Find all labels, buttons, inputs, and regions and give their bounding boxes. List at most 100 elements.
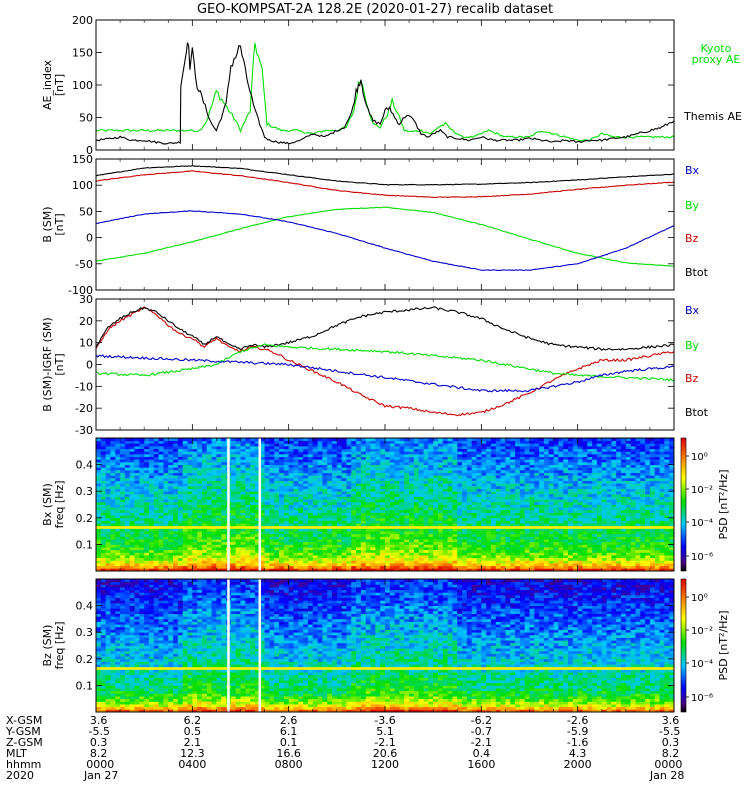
spectrogram-cell xyxy=(274,512,280,516)
spectrogram-cell xyxy=(495,563,501,567)
spectrogram-cell xyxy=(360,491,367,495)
spectrogram-cell xyxy=(365,523,371,527)
spectrogram-cell xyxy=(187,544,193,548)
spectrogram-cell xyxy=(442,485,449,489)
spectrogram-cell xyxy=(283,517,290,521)
spectrogram-cell xyxy=(380,469,386,473)
spectrogram-cell xyxy=(365,496,371,500)
spectrogram-cell xyxy=(442,549,449,553)
spectrogram-cell xyxy=(129,523,135,527)
spectrogram-cell xyxy=(293,488,299,492)
spectrogram-cell xyxy=(322,469,328,473)
spectrogram-cell xyxy=(524,555,530,559)
spectrogram-cell xyxy=(163,504,169,508)
spectrogram-cell xyxy=(148,517,155,521)
spectrogram-cell xyxy=(254,453,261,458)
spectrogram-cell xyxy=(293,440,299,444)
spectrogram-cell xyxy=(240,493,246,497)
spectrogram-cell xyxy=(327,509,333,513)
spectrogram-cell xyxy=(515,515,521,519)
spectrogram-cell xyxy=(413,525,420,529)
spectrogram-cell xyxy=(206,499,212,503)
spectrogram-cell xyxy=(163,445,169,450)
spectrogram-cell xyxy=(206,496,212,500)
spectrogram-cell xyxy=(110,451,116,455)
spectrogram-cell xyxy=(332,565,338,569)
spectrogram-cell xyxy=(259,472,265,476)
spectrogram-cell xyxy=(312,555,318,559)
spectrogram-cell xyxy=(534,568,540,572)
spectrogram-cell xyxy=(510,464,516,468)
spectrogram-cell xyxy=(264,549,270,553)
spectrogram-cell xyxy=(404,469,410,473)
spectrogram-cell xyxy=(187,456,193,460)
spectrogram-cell xyxy=(201,493,208,497)
spectrogram-cell xyxy=(466,563,473,567)
spectrogram-cell xyxy=(245,555,251,559)
spectrogram-cell xyxy=(206,459,212,463)
spectrogram-cell xyxy=(279,456,285,460)
spectrogram-cell xyxy=(385,491,391,495)
spectrogram-cell xyxy=(495,568,501,572)
spectrogram-cell xyxy=(230,480,237,484)
spectrogram-cell xyxy=(356,499,362,503)
spectrogram-cell xyxy=(447,555,453,559)
spectrogram-cell xyxy=(346,552,352,556)
spectrogram-cell xyxy=(211,496,217,500)
spectrogram-cell xyxy=(500,563,506,567)
spectrogram-cell xyxy=(510,451,516,455)
spectrogram-cell xyxy=(370,456,376,460)
spectrogram-cell xyxy=(534,555,540,559)
spectrogram-cell xyxy=(115,528,121,532)
spectrogram-cell xyxy=(274,493,280,497)
spectrogram-cell xyxy=(380,443,386,447)
spectrogram-cell xyxy=(336,568,343,572)
spectrogram-cell xyxy=(515,512,521,516)
spectrogram-cell xyxy=(495,565,501,569)
spectrogram-cell xyxy=(192,536,198,540)
spectrogram-cell xyxy=(197,464,203,468)
spectrogram-cell xyxy=(370,501,376,505)
spectrogram-cell xyxy=(139,563,145,567)
spectrogram-cell xyxy=(168,541,174,545)
spectrogram-cell xyxy=(524,469,530,473)
spectrogram-cell xyxy=(539,547,545,551)
spectrogram-cell xyxy=(529,565,535,569)
spectrogram-cell xyxy=(144,517,150,521)
spectrogram-cell xyxy=(240,517,246,521)
spectrogram-cell xyxy=(476,467,482,471)
spectrogram-cell xyxy=(452,491,458,495)
spectrogram-cell xyxy=(134,499,140,503)
spectrogram-cell xyxy=(303,453,309,458)
spectrogram-cell xyxy=(221,483,227,487)
spectrogram-cell xyxy=(409,563,415,567)
spectrogram-cell xyxy=(192,493,198,497)
spectrogram-cell xyxy=(264,552,270,556)
spectrogram-cell xyxy=(452,488,458,492)
spectrogram-cell xyxy=(433,459,439,463)
spectrogram-cell xyxy=(360,472,367,476)
spectrogram-cell xyxy=(163,541,169,545)
spectrogram-cell xyxy=(471,448,477,452)
spectrogram-cell xyxy=(490,488,497,492)
spectrogram-cell xyxy=(447,568,453,572)
spectrogram-cell xyxy=(187,539,193,543)
spectrogram-cell xyxy=(548,531,554,535)
spectrogram-cell xyxy=(211,544,217,548)
spectrogram-cell xyxy=(96,467,102,471)
spectrogram-cell xyxy=(134,472,140,476)
spectrogram-cell xyxy=(539,536,545,540)
spectrogram-cell xyxy=(462,525,468,529)
spectrogram-cell xyxy=(206,456,212,460)
spectrogram-cell xyxy=(201,504,208,508)
spectrogram-cell xyxy=(274,560,280,564)
spectrogram-cell xyxy=(192,477,198,481)
spectrogram-cell xyxy=(351,464,357,468)
spectrogram-cell xyxy=(524,499,530,503)
spectrogram-cell xyxy=(177,488,184,492)
spectrogram-cell xyxy=(409,515,415,519)
spectrogram-cell xyxy=(462,568,468,572)
spectrogram-cell xyxy=(144,451,150,455)
spectrogram-cell xyxy=(163,456,169,460)
spectrogram-cell xyxy=(269,443,275,447)
